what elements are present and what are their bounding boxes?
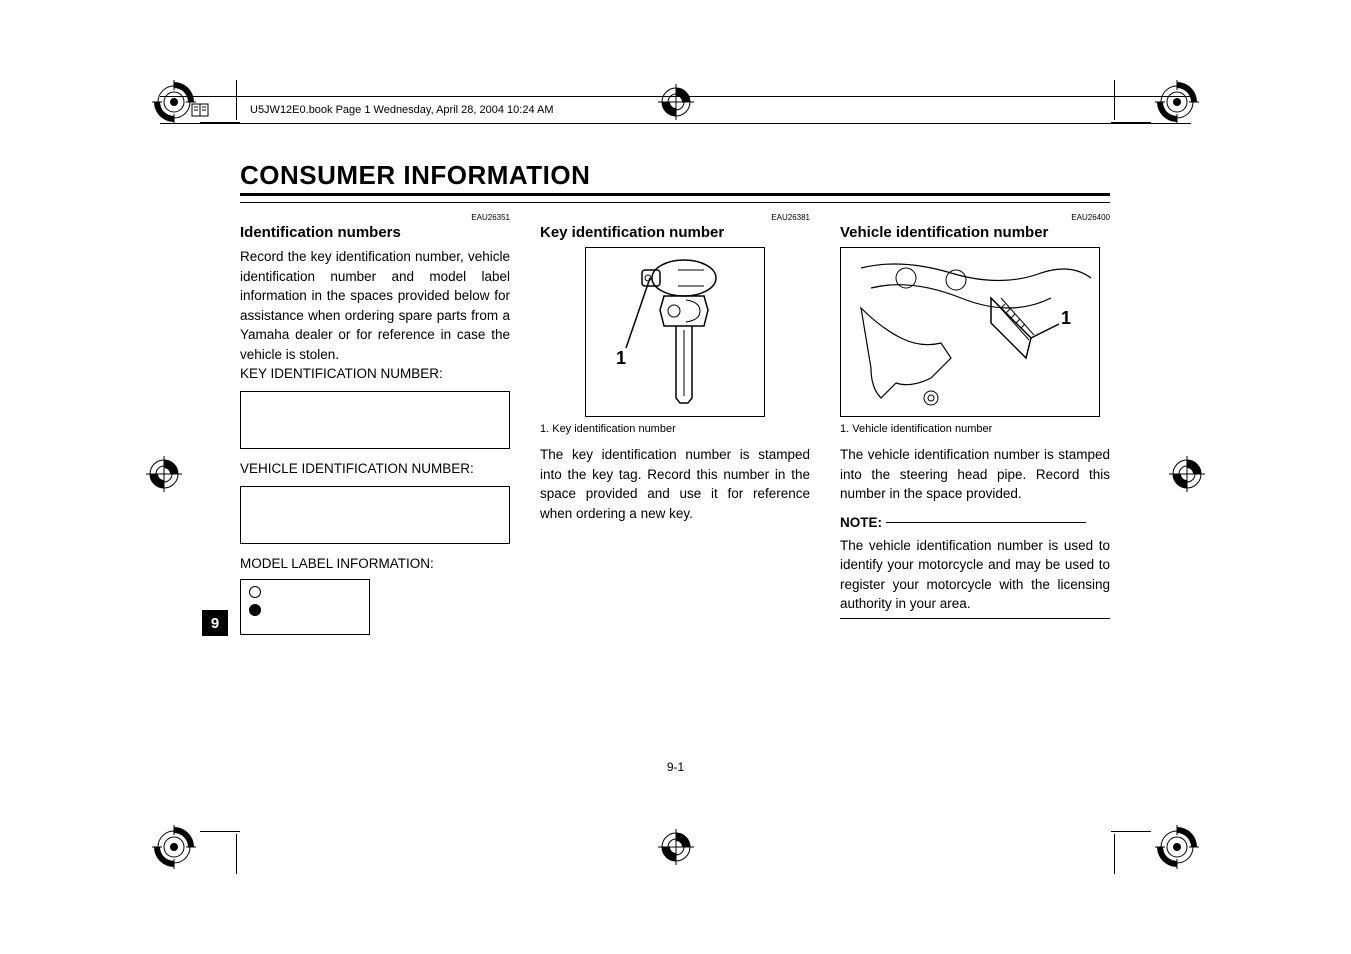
crop-mark-bottom-center	[652, 823, 700, 876]
section-title: CONSUMER INFORMATION	[240, 160, 1110, 191]
chapter-number: 9	[211, 615, 219, 632]
crop-mark-bottom-left	[150, 823, 198, 876]
label-model: MODEL LABEL INFORMATION:	[240, 556, 510, 571]
note-rule	[886, 522, 1086, 523]
heading-vin: Vehicle identification number	[840, 224, 1110, 241]
figure-key-callout: 1	[616, 348, 626, 369]
registration-target-icon	[150, 823, 198, 871]
ref-code-1: EAU26351	[240, 213, 510, 222]
column-3: EAU26400 Vehicle identification number	[840, 213, 1110, 635]
note-label: NOTE:	[840, 515, 882, 530]
crop-mark-bottom-right	[1153, 823, 1201, 876]
figure-key-caption: 1. Key identification number	[540, 423, 810, 435]
crop-line-bl-v	[236, 834, 237, 874]
crop-mark-mid-left	[140, 450, 188, 503]
key-illustration	[586, 248, 766, 418]
chapter-tab: 9	[202, 610, 228, 636]
crop-mark-mid-right	[1163, 450, 1211, 503]
book-icon	[190, 100, 210, 120]
figure-key: 1	[585, 247, 765, 417]
registration-target-icon	[1163, 450, 1211, 498]
registration-target-icon	[140, 450, 188, 498]
page-content: CONSUMER INFORMATION EAU26351 Identifica…	[240, 160, 1110, 635]
figure-vin: 1	[840, 247, 1100, 417]
column-1: EAU26351 Identification numbers Record t…	[240, 213, 510, 635]
crop-line-br-h	[1111, 831, 1151, 832]
label-key-id: KEY IDENTIFICATION NUMBER:	[240, 366, 510, 381]
vin-illustration	[841, 248, 1101, 418]
section-underline	[240, 193, 1110, 196]
figure-vin-callout: 1	[1061, 308, 1071, 329]
heading-identification-numbers: Identification numbers	[240, 224, 510, 241]
body-vin: The vehicle identification number is sta…	[840, 445, 1110, 504]
circle-open-icon	[249, 586, 261, 598]
column-2: EAU26381 Key identification number	[540, 213, 810, 635]
label-vin: VEHICLE IDENTIFICATION NUMBER:	[240, 461, 510, 476]
ref-code-3: EAU26400	[840, 213, 1110, 222]
figure-vin-caption: 1. Vehicle identification number	[840, 423, 1110, 435]
page-number: 9-1	[0, 760, 1351, 774]
body-identification-numbers: Record the key identification number, ve…	[240, 247, 510, 364]
running-head-text: U5JW12E0.book Page 1 Wednesday, April 28…	[160, 104, 554, 116]
note-body: The vehicle identification number is use…	[840, 536, 1110, 614]
body-key-id: The key identification number is stamped…	[540, 445, 810, 523]
record-box-model	[240, 579, 370, 635]
ref-code-2: EAU26381	[540, 213, 810, 222]
record-box-key	[240, 391, 510, 449]
running-head-bar: U5JW12E0.book Page 1 Wednesday, April 28…	[160, 96, 1191, 124]
columns: EAU26351 Identification numbers Record t…	[240, 213, 1110, 635]
registration-target-icon	[1153, 823, 1201, 871]
record-box-vin	[240, 486, 510, 544]
crop-line-br-v	[1114, 834, 1115, 874]
note-rule-bottom	[840, 618, 1110, 619]
registration-target-icon	[652, 823, 700, 871]
circle-fill-icon	[249, 604, 261, 616]
heading-key-id: Key identification number	[540, 224, 810, 241]
section-thin-line	[240, 202, 1110, 203]
crop-line-bl-h	[200, 831, 240, 832]
